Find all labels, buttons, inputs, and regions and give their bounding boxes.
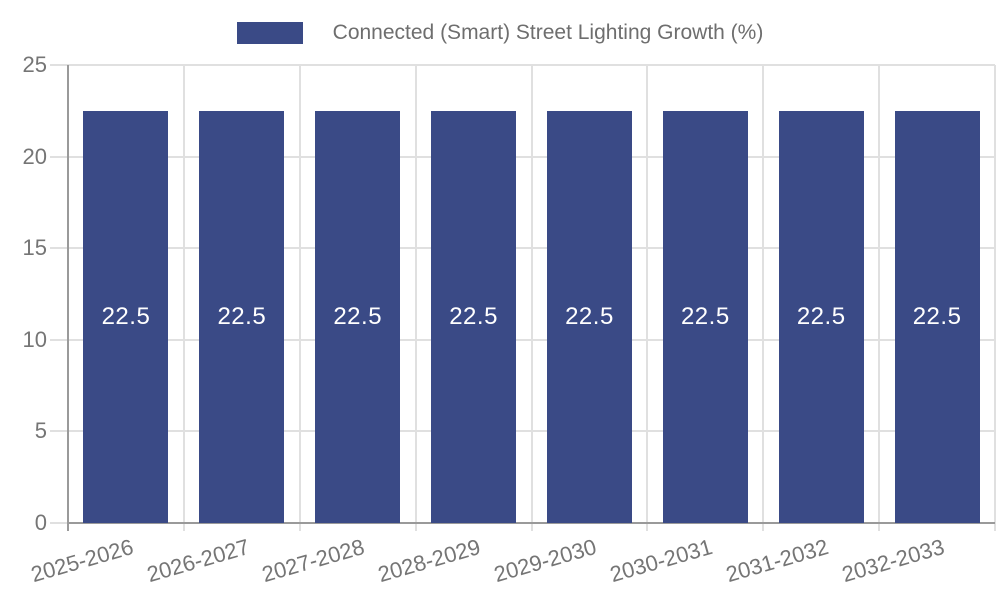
bar-value-label: 22.5 [217,302,267,330]
bar-value-label: 22.5 [101,302,151,330]
bar-value-label: 22.5 [680,302,730,330]
bar-value-label: 22.5 [796,302,846,330]
bar: 22.5 [778,110,864,523]
y-axis-tick-label: 15 [22,235,47,261]
y-gridline [50,430,995,433]
x-gridline [878,65,881,531]
bar-value-label: 22.5 [449,302,498,330]
x-gridline [762,65,765,531]
x-axis-tick-label: 2028-2029 [375,534,484,588]
bar: 22.5 [315,110,401,523]
bar-value-label: 22.5 [912,302,962,330]
x-gridline [994,65,996,531]
x-axis-tick-label: 2032-2033 [838,534,947,588]
x-axis-line [68,522,995,524]
y-gridline [50,338,995,341]
y-axis-tick-label: 10 [22,326,47,352]
bar: 22.5 [546,110,632,523]
x-gridline [646,65,649,531]
y-axis-tick-label: 5 [34,418,47,444]
y-gridline [50,155,995,158]
bar-value-label: 22.5 [565,302,614,330]
x-axis-tick-label: 2027-2028 [259,534,368,588]
y-gridline [50,64,995,66]
x-gridline [182,65,185,531]
y-axis-line [67,65,69,531]
x-axis-tick-label: 2025-2026 [27,534,136,588]
bar: 22.5 [894,110,980,523]
x-axis-tick-label: 2031-2032 [723,534,832,588]
y-gridline [50,247,995,250]
y-axis-tick-label: 20 [22,143,47,169]
x-gridline [298,65,301,531]
legend-swatch [236,22,303,44]
bar: 22.5 [662,110,748,523]
bar: 22.5 [431,110,517,523]
legend[interactable]: Connected (Smart) Street Lighting Growth… [0,21,1000,45]
bar-value-label: 22.5 [333,302,383,330]
x-axis-tick-label: 2026-2027 [143,534,252,588]
legend-label: Connected (Smart) Street Lighting Growth… [332,21,764,44]
y-axis-tick-label: 25 [22,52,47,77]
x-gridline [414,65,417,531]
x-axis-tick-label: 2030-2031 [607,534,716,588]
y-axis-tick-label: 0 [34,510,47,535]
bar: 22.5 [83,110,169,523]
bar: 22.5 [199,110,285,523]
x-axis-tick-label: 2029-2030 [491,534,600,588]
x-gridline [530,65,533,531]
